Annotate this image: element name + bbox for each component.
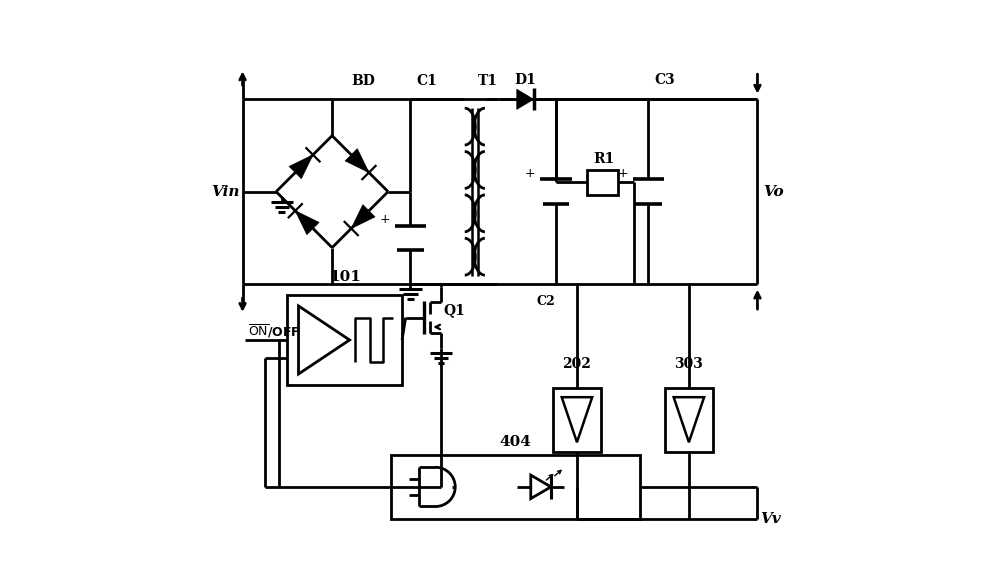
- Polygon shape: [351, 204, 375, 228]
- Text: Q1: Q1: [443, 303, 465, 318]
- Text: Vo: Vo: [763, 185, 784, 199]
- Text: R1: R1: [593, 152, 614, 166]
- Bar: [553, 387, 601, 452]
- Bar: [287, 295, 402, 385]
- Text: C1: C1: [416, 74, 437, 88]
- Text: Vv: Vv: [760, 512, 781, 526]
- Text: Vin: Vin: [211, 185, 240, 199]
- Text: $\overline{\mathrm{ON}}$/OFF: $\overline{\mathrm{ON}}$/OFF: [248, 323, 301, 340]
- Text: C3: C3: [654, 73, 675, 87]
- Text: 303: 303: [674, 357, 703, 371]
- Text: 404: 404: [499, 435, 531, 449]
- Text: T1: T1: [478, 74, 498, 88]
- Bar: [587, 170, 618, 195]
- Text: C2: C2: [536, 295, 555, 308]
- Polygon shape: [517, 89, 534, 110]
- Text: D1: D1: [514, 73, 536, 87]
- Text: +: +: [379, 214, 390, 227]
- Polygon shape: [295, 211, 319, 235]
- Text: BD: BD: [352, 74, 376, 88]
- Text: 202: 202: [563, 357, 591, 371]
- Text: +: +: [525, 167, 536, 180]
- Bar: [391, 455, 640, 519]
- Polygon shape: [345, 149, 369, 173]
- Text: 101: 101: [329, 270, 361, 284]
- Text: +: +: [617, 167, 628, 180]
- Bar: [665, 387, 713, 452]
- Polygon shape: [289, 155, 313, 178]
